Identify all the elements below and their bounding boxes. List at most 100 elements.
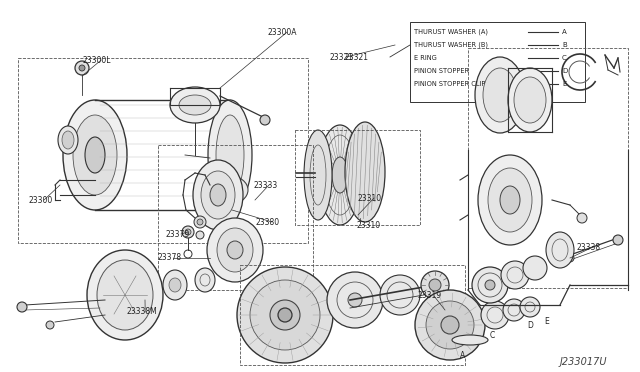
Ellipse shape xyxy=(452,335,488,345)
Ellipse shape xyxy=(508,68,552,132)
Ellipse shape xyxy=(523,256,547,280)
Ellipse shape xyxy=(237,267,333,363)
Ellipse shape xyxy=(85,137,105,173)
Ellipse shape xyxy=(58,126,78,154)
Circle shape xyxy=(182,226,194,238)
Circle shape xyxy=(79,65,85,71)
Ellipse shape xyxy=(426,301,474,349)
Circle shape xyxy=(75,61,89,75)
Ellipse shape xyxy=(195,268,215,292)
Ellipse shape xyxy=(481,301,509,329)
Ellipse shape xyxy=(207,218,263,282)
Bar xyxy=(18,58,308,243)
Text: A: A xyxy=(562,29,567,35)
Ellipse shape xyxy=(415,290,485,360)
Text: E: E xyxy=(562,81,566,87)
Circle shape xyxy=(194,216,206,228)
Ellipse shape xyxy=(503,299,525,321)
Text: A: A xyxy=(460,350,465,359)
Text: 23300A: 23300A xyxy=(268,28,298,36)
Ellipse shape xyxy=(429,279,441,291)
Text: E: E xyxy=(544,317,548,327)
Ellipse shape xyxy=(318,125,362,225)
Ellipse shape xyxy=(163,270,187,300)
Bar xyxy=(468,48,628,288)
Ellipse shape xyxy=(270,300,300,330)
Bar xyxy=(158,145,313,290)
Ellipse shape xyxy=(210,184,226,206)
Text: 23338M: 23338M xyxy=(126,308,157,317)
Text: B: B xyxy=(562,42,567,48)
Text: E RING: E RING xyxy=(414,55,436,61)
Circle shape xyxy=(566,254,574,262)
Text: 23333: 23333 xyxy=(253,180,277,189)
Text: 23300: 23300 xyxy=(28,196,52,205)
Circle shape xyxy=(613,235,623,245)
Ellipse shape xyxy=(179,95,211,115)
Text: D: D xyxy=(527,321,533,330)
Ellipse shape xyxy=(170,87,220,123)
Text: 23338: 23338 xyxy=(577,243,601,251)
Bar xyxy=(240,265,465,365)
Text: 23378: 23378 xyxy=(157,253,181,263)
Ellipse shape xyxy=(212,176,248,204)
Text: 23310: 23310 xyxy=(358,193,382,202)
Ellipse shape xyxy=(216,115,244,195)
Ellipse shape xyxy=(169,278,181,292)
Ellipse shape xyxy=(62,131,74,149)
Text: 23310: 23310 xyxy=(357,221,381,230)
Text: 23300L: 23300L xyxy=(82,55,111,64)
Text: J233017U: J233017U xyxy=(560,357,607,367)
Circle shape xyxy=(577,213,587,223)
Bar xyxy=(410,22,585,102)
Ellipse shape xyxy=(278,308,292,322)
Text: C: C xyxy=(490,330,495,340)
Circle shape xyxy=(196,231,204,239)
Text: 23321: 23321 xyxy=(330,52,354,61)
Text: 23379: 23379 xyxy=(165,230,189,238)
Ellipse shape xyxy=(472,267,508,303)
Text: C: C xyxy=(562,55,567,61)
Ellipse shape xyxy=(227,241,243,259)
Ellipse shape xyxy=(201,171,235,219)
Ellipse shape xyxy=(87,250,163,340)
Text: 23319: 23319 xyxy=(418,292,442,301)
Bar xyxy=(295,130,420,225)
Circle shape xyxy=(197,219,203,225)
Ellipse shape xyxy=(250,280,320,350)
Ellipse shape xyxy=(380,275,420,315)
Ellipse shape xyxy=(217,228,253,272)
Text: PINION STOPPER: PINION STOPPER xyxy=(414,68,469,74)
Circle shape xyxy=(260,115,270,125)
Ellipse shape xyxy=(514,77,546,123)
Ellipse shape xyxy=(483,68,517,122)
Circle shape xyxy=(46,321,54,329)
Ellipse shape xyxy=(421,271,449,299)
Text: D: D xyxy=(562,68,567,74)
Ellipse shape xyxy=(97,260,153,330)
Ellipse shape xyxy=(501,261,529,289)
Ellipse shape xyxy=(208,100,252,210)
Text: THURUST WASHER (A): THURUST WASHER (A) xyxy=(414,29,488,35)
Circle shape xyxy=(185,229,191,235)
Ellipse shape xyxy=(546,232,574,268)
Text: 23321: 23321 xyxy=(345,52,369,61)
Ellipse shape xyxy=(193,160,243,230)
Ellipse shape xyxy=(488,168,532,232)
Ellipse shape xyxy=(485,280,495,290)
Ellipse shape xyxy=(327,272,383,328)
Ellipse shape xyxy=(345,122,385,222)
Ellipse shape xyxy=(475,57,525,133)
Text: PINION STOPPER CLIP: PINION STOPPER CLIP xyxy=(414,81,485,87)
Text: 23380: 23380 xyxy=(256,218,280,227)
Ellipse shape xyxy=(348,293,362,307)
Ellipse shape xyxy=(500,186,520,214)
Ellipse shape xyxy=(441,316,459,334)
Text: THURUST WASHER (B): THURUST WASHER (B) xyxy=(414,42,488,48)
Ellipse shape xyxy=(332,157,348,193)
Circle shape xyxy=(17,302,27,312)
Ellipse shape xyxy=(304,130,332,220)
Ellipse shape xyxy=(63,100,127,210)
Ellipse shape xyxy=(73,115,117,195)
Ellipse shape xyxy=(520,297,540,317)
